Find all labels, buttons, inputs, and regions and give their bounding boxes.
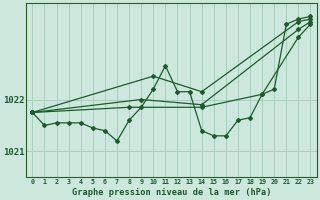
X-axis label: Graphe pression niveau de la mer (hPa): Graphe pression niveau de la mer (hPa)	[72, 188, 271, 197]
